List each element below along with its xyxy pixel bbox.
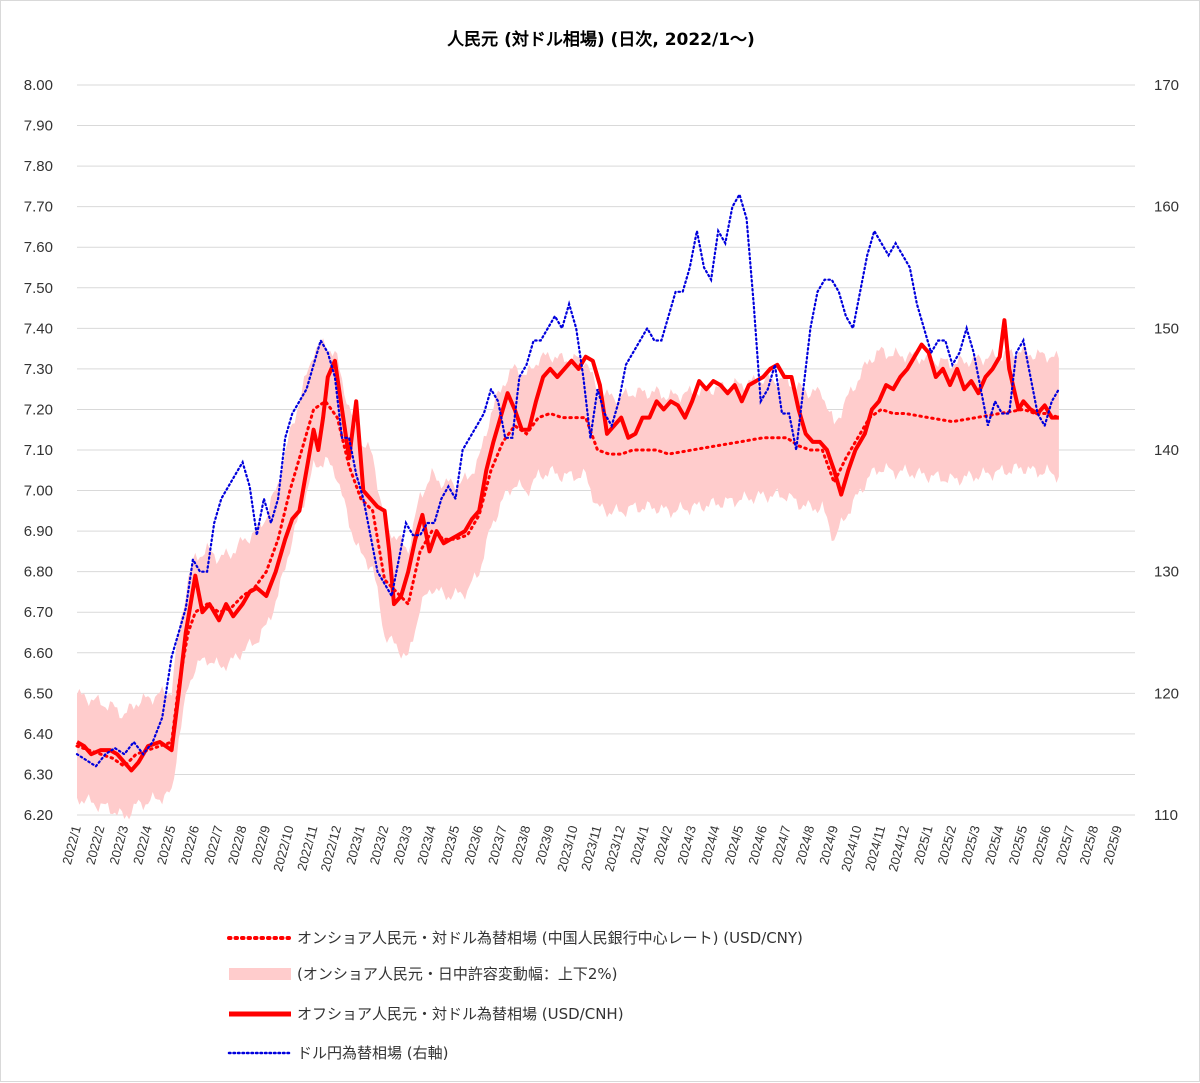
x-tick-2025/6: 2025/6 (1029, 824, 1054, 866)
y-left-tick-6.70: 6.70 (24, 604, 53, 621)
series-jpy-line (75, 191, 1061, 768)
x-tick-2022/8: 2022/8 (225, 824, 250, 866)
x-tick-2022/7: 2022/7 (201, 824, 226, 866)
y-left-tick-7.00: 7.00 (24, 483, 53, 500)
x-tick-2022/11: 2022/11 (294, 824, 320, 872)
x-tick-2024/7: 2024/7 (769, 824, 794, 866)
y-left-tick-6.20: 6.20 (24, 807, 53, 824)
x-tick-2025/2: 2025/2 (935, 824, 960, 866)
x-tick-2024/12: 2024/12 (885, 824, 912, 873)
x-tick-2023/6: 2023/6 (461, 824, 486, 866)
x-tick-2024/4: 2024/4 (698, 824, 723, 866)
x-tick-2023/10: 2023/10 (554, 824, 581, 873)
legend-label-1: (オンショア人民元・日中許容変動幅：上下2%) (297, 965, 618, 983)
x-tick-2024/2: 2024/2 (651, 824, 676, 866)
legend-label-3: ドル円為替相場 (右軸) (297, 1044, 448, 1062)
y-right-tick-170: 170 (1154, 77, 1179, 94)
y-left-tick-6.40: 6.40 (24, 726, 53, 743)
legend-label-0: オンショア人民元・対ドル為替相場 (中国人民銀行中心レート) (USD/CNY) (297, 929, 803, 947)
y-axis-left: 6.20 6.30 6.40 6.50 6.60 6.70 6.80 6.90 7.00 7.10… (24, 77, 53, 824)
x-tick-2022/1: 2022/1 (59, 824, 84, 866)
x-tick-2024/1: 2024/1 (627, 824, 652, 866)
y-left-tick-6.80: 6.80 (24, 564, 53, 581)
x-tick-2024/5: 2024/5 (722, 824, 747, 866)
band-layer (77, 338, 1059, 820)
x-tick-2023/5: 2023/5 (438, 824, 463, 866)
y-left-tick-6.60: 6.60 (24, 645, 53, 662)
chart-title: 人民元 (対ドル相場) (日次, 2022/1～) (447, 29, 755, 50)
legend-key-1 (229, 968, 291, 980)
x-tick-2023/8: 2023/8 (509, 824, 534, 866)
x-axis: 2022/12022/22022/32022/42022/52022/62022… (59, 824, 1125, 873)
y-left-tick-8.00: 8.00 (24, 77, 53, 94)
y-left-tick-6.90: 6.90 (24, 523, 53, 540)
x-tick-2024/11: 2024/11 (862, 824, 888, 872)
series-lines (75, 191, 1061, 773)
x-tick-2022/6: 2022/6 (177, 824, 202, 866)
x-tick-2024/3: 2024/3 (674, 824, 699, 866)
y-left-tick-7.20: 7.20 (24, 401, 53, 418)
y-left-tick-6.30: 6.30 (24, 766, 53, 783)
y-right-tick-160: 160 (1154, 199, 1179, 216)
y-axis-right: 110 120 130 140 150 160 170 (1154, 77, 1179, 824)
y-left-tick-7.10: 7.10 (24, 442, 53, 459)
legend: オンショア人民元・対ドル為替相場 (中国人民銀行中心レート) (USD/CNY)… (227, 929, 803, 1062)
x-tick-2023/11: 2023/11 (578, 824, 604, 872)
x-tick-2022/3: 2022/3 (106, 824, 131, 866)
x-tick-2024/6: 2024/6 (745, 824, 770, 866)
y-left-tick-7.60: 7.60 (24, 239, 53, 256)
y-left-tick-7.40: 7.40 (24, 320, 53, 337)
y-left-tick-7.70: 7.70 (24, 199, 53, 216)
y-right-tick-130: 130 (1154, 564, 1179, 581)
x-tick-2022/5: 2022/5 (154, 824, 179, 866)
x-tick-2024/8: 2024/8 (793, 824, 818, 866)
y-right-tick-150: 150 (1154, 320, 1179, 337)
x-tick-2023/7: 2023/7 (485, 824, 510, 866)
x-tick-2022/4: 2022/4 (130, 824, 155, 866)
x-tick-2025/8: 2025/8 (1076, 824, 1101, 866)
x-tick-2023/4: 2023/4 (414, 824, 439, 866)
y-left-tick-7.90: 7.90 (24, 118, 53, 135)
x-tick-2025/9: 2025/9 (1100, 824, 1125, 866)
legend-label-2: オフショア人民元・対ドル為替相場 (USD/CNH) (297, 1005, 624, 1023)
x-tick-2023/3: 2023/3 (390, 824, 415, 866)
x-tick-2022/2: 2022/2 (83, 824, 108, 866)
x-tick-2025/4: 2025/4 (982, 824, 1007, 866)
x-tick-2023/12: 2023/12 (601, 824, 628, 873)
series-cnh-line (75, 318, 1059, 773)
x-tick-2023/1: 2023/1 (343, 824, 368, 866)
x-tick-2025/7: 2025/7 (1053, 824, 1078, 866)
x-tick-2024/9: 2024/9 (816, 824, 841, 866)
y-left-tick-7.30: 7.30 (24, 361, 53, 378)
x-tick-2025/3: 2025/3 (958, 824, 983, 866)
x-tick-2022/12: 2022/12 (317, 824, 344, 873)
y-right-tick-110: 110 (1154, 807, 1178, 824)
x-tick-2023/2: 2023/2 (367, 824, 392, 866)
y-left-tick-7.80: 7.80 (24, 158, 53, 175)
y-left-tick-7.50: 7.50 (24, 280, 53, 297)
y-right-tick-140: 140 (1154, 442, 1179, 459)
x-tick-2025/1: 2025/1 (911, 824, 936, 866)
y-left-tick-6.50: 6.50 (24, 685, 53, 702)
x-tick-2022/9: 2022/9 (248, 824, 273, 866)
x-tick-2023/9: 2023/9 (532, 824, 557, 866)
x-tick-2025/5: 2025/5 (1005, 824, 1030, 866)
x-tick-2022/10: 2022/10 (270, 824, 297, 873)
y-right-tick-120: 120 (1154, 685, 1179, 702)
x-tick-2024/10: 2024/10 (838, 824, 865, 873)
band-area (77, 338, 1059, 820)
